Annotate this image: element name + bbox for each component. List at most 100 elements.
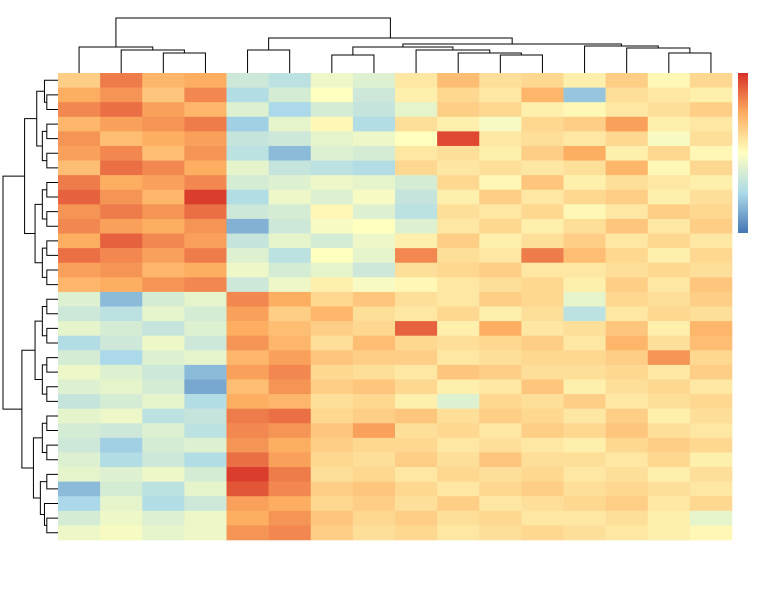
heatmap-cell [58,233,101,249]
heatmap-cell [100,262,143,278]
heatmap-cell [647,423,691,439]
heatmap-cell [479,306,522,322]
heatmap-cell [142,248,185,264]
heatmap-cell [58,160,101,176]
heatmap-cell [310,102,354,118]
heatmap-cell [226,350,269,366]
heatmap-cell [268,496,312,512]
heatmap-cell [479,467,522,482]
heatmap-cell [605,233,649,249]
dendrogram-branch [115,17,391,47]
heatmap-cell [479,452,522,468]
heatmap-cell [310,204,354,220]
heatmap-cell [268,189,312,205]
heatmap-cell [184,350,227,366]
heatmap-cell [563,423,606,439]
heatmap-cell [352,248,396,264]
heatmap-cell [142,277,185,293]
heatmap-cell [352,379,396,395]
heatmap-cell [100,175,143,191]
heatmap-cell [58,204,101,220]
heatmap-cell [647,321,691,336]
heatmap-cell [395,233,438,249]
heatmap-cell [479,189,522,205]
heatmap-cell [58,116,101,132]
heatmap-cell [563,379,606,395]
heatmap-cell [689,131,733,147]
heatmap-cell [352,116,396,132]
heatmap-cell [563,102,606,118]
heatmap-cell [310,160,354,176]
heatmap-cell [58,335,101,351]
heatmap-cell [521,116,564,132]
heatmap-cell [437,291,480,307]
heatmap-cell [310,262,354,278]
heatmap-cell [352,87,396,103]
heatmap-cell [226,116,269,132]
heatmap-cell [437,189,480,205]
heatmap-cell [479,437,522,453]
heatmap-cell [352,277,396,293]
heatmap-cell [100,321,143,336]
heatmap-cell [437,452,480,468]
heatmap-cell [395,145,438,161]
heatmap-cell [100,116,143,132]
heatmap-cell [142,525,185,541]
heatmap-cell [689,73,733,88]
heatmap-cell [142,350,185,366]
dendrogram-branch [46,415,58,432]
heatmap-cell [184,204,227,220]
heatmap-cell [268,379,312,395]
heatmap-cell [142,204,185,220]
heatmap-cell [310,175,354,191]
heatmap-cell [689,481,733,497]
heatmap-cell [437,350,480,366]
heatmap-cell [142,510,185,526]
heatmap-cell [310,335,354,351]
heatmap-cell [184,131,227,147]
heatmap-cell [184,218,227,234]
heatmap-cell [352,467,396,482]
heatmap-cell [310,321,354,336]
heatmap-cell [184,423,227,439]
heatmap-cell [563,277,606,293]
heatmap-cell [563,321,606,336]
heatmap-cell [268,423,312,439]
heatmap-cell [310,379,354,395]
dendrogram-branch [34,320,43,380]
heatmap-cell [395,248,438,264]
heatmap-cell [521,481,564,497]
heatmap-cell [310,364,354,380]
heatmap-cell [395,335,438,351]
dendrogram-branch [46,473,58,490]
heatmap-cell [521,350,564,366]
heatmap-cell [310,437,354,453]
heatmap-cell [605,248,649,264]
heatmap-cell [100,204,143,220]
heatmap-cell [647,131,691,147]
dendrogram-branch [32,437,43,499]
heatmap-cell [310,218,354,234]
heatmap-cell [689,379,733,395]
heatmap-cell [268,350,312,366]
heatmap-cell [647,189,691,205]
heatmap-cell [226,525,269,541]
heatmap-cell [689,116,733,132]
heatmap-cell [647,306,691,322]
heatmap-cell [521,364,564,380]
heatmap-cell [563,306,606,322]
heatmap-cell [689,525,733,541]
heatmap-cell [689,189,733,205]
heatmap-cell [437,160,480,176]
heatmap-cell [563,510,606,526]
heatmap-cell [563,160,606,176]
heatmap-cell [395,87,438,103]
heatmap-cell [563,291,606,307]
heatmap-cell [352,335,396,351]
dendrogram-branch [78,46,154,73]
heatmap-cell [689,321,733,336]
heatmap-cell [310,233,354,249]
heatmap-cell [184,394,227,409]
heatmap-cell [647,116,691,132]
